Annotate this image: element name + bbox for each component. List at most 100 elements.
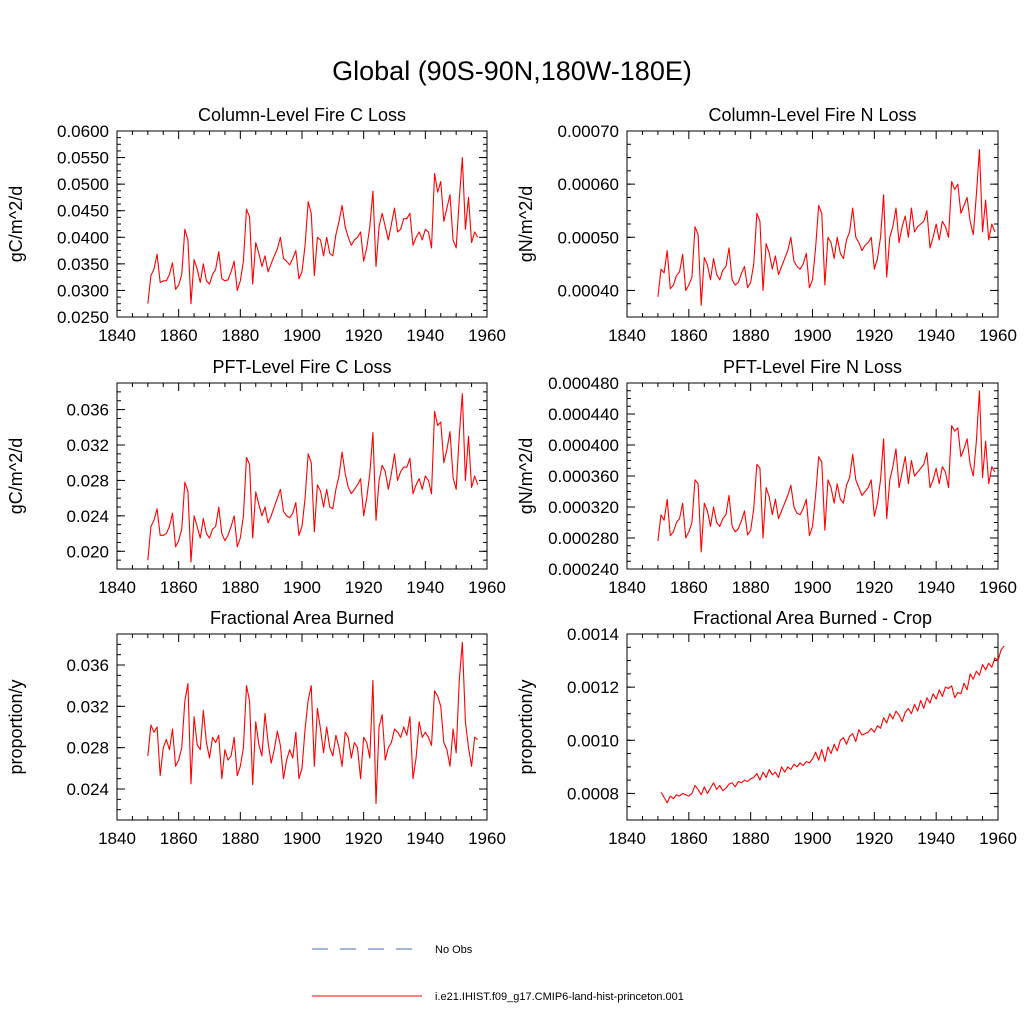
x-tick-label: 1920 — [345, 326, 383, 345]
series-line — [147, 157, 479, 305]
x-tick-label: 1840 — [608, 578, 646, 597]
series-line — [147, 641, 479, 805]
y-tick-label: 0.032 — [66, 436, 109, 455]
y-axis-label: proportion/y — [516, 679, 536, 774]
x-tick-label: 1900 — [794, 326, 832, 345]
main-title: Global (90S-90N,180W-180E) — [332, 56, 692, 86]
chart-title: PFT-Level Fire N Loss — [723, 357, 902, 377]
x-tick-label: 1880 — [732, 326, 770, 345]
chart-title: Fractional Area Burned - Crop — [693, 608, 932, 628]
y-tick-label: 0.000440 — [548, 405, 619, 424]
y-axis-label: gN/m^2/d — [516, 438, 536, 514]
x-tick-label: 1840 — [98, 326, 136, 345]
y-tick-label: 0.000280 — [548, 529, 619, 548]
y-tick-label: 0.028 — [66, 739, 109, 758]
y-tick-label: 0.0550 — [57, 149, 109, 168]
plot-frame — [116, 633, 488, 821]
chart-panel: Column-Level Fire N Loss gN/m^2/d 1840 1860… — [516, 105, 1017, 345]
x-tick-label: 1860 — [160, 829, 198, 848]
x-tick-label: 1880 — [221, 326, 259, 345]
y-tick-label: 0.0250 — [57, 308, 109, 327]
y-tick-label: 0.024 — [66, 780, 109, 799]
x-tick-label: 1900 — [283, 326, 321, 345]
y-tick-label: 0.0400 — [57, 228, 109, 247]
plot-frame — [116, 130, 488, 318]
plot-frame — [626, 382, 999, 570]
x-tick-label: 1860 — [160, 578, 198, 597]
y-axis-label: proportion/y — [6, 679, 26, 774]
x-tick-label: 1880 — [732, 829, 770, 848]
x-tick-label: 1840 — [98, 578, 136, 597]
x-tick-label: 1860 — [670, 326, 708, 345]
y-tick-label: 0.000360 — [548, 467, 619, 486]
x-tick-label: 1940 — [917, 829, 955, 848]
y-tick-label: 0.000480 — [548, 374, 619, 393]
legend-label: No Obs — [435, 944, 473, 956]
x-tick-label: 1860 — [670, 578, 708, 597]
legend: No Obs i.e21.IHIST.f09_g17.CMIP6-land-his… — [312, 944, 684, 1003]
y-tick-label: 0.00060 — [558, 175, 619, 194]
y-axis-label: gC/m^2/d — [6, 186, 26, 262]
chart-panel: PFT-Level Fire N Loss gN/m^2/d 1840 1860 188… — [516, 357, 1017, 597]
series-line — [147, 393, 479, 563]
y-tick-label: 0.00040 — [558, 281, 619, 300]
chart-panel: PFT-Level Fire C Loss gC/m^2/d 1840 1860 188… — [6, 357, 506, 597]
x-tick-label: 1960 — [468, 829, 506, 848]
y-tick-label: 0.0012 — [567, 678, 619, 697]
x-tick-label: 1920 — [345, 578, 383, 597]
y-tick-label: 0.00070 — [558, 122, 619, 141]
x-tick-label: 1920 — [855, 829, 893, 848]
x-tick-label: 1900 — [794, 578, 832, 597]
x-tick-label: 1880 — [221, 829, 259, 848]
x-tick-label: 1860 — [670, 829, 708, 848]
chart-title: Fractional Area Burned — [210, 608, 394, 628]
chart-panel: Fractional Area Burned proportion/y 1840 18… — [6, 608, 506, 848]
x-tick-label: 1960 — [468, 578, 506, 597]
x-tick-label: 1960 — [979, 829, 1017, 848]
y-tick-label: 0.036 — [66, 656, 109, 675]
plot-frame — [626, 633, 999, 821]
x-tick-label: 1940 — [406, 326, 444, 345]
y-tick-label: 0.0600 — [57, 122, 109, 141]
x-tick-label: 1840 — [608, 326, 646, 345]
series-line — [657, 149, 996, 306]
chart-title: PFT-Level Fire C Loss — [212, 357, 391, 377]
x-tick-label: 1960 — [979, 326, 1017, 345]
x-tick-label: 1940 — [917, 578, 955, 597]
x-tick-label: 1880 — [732, 578, 770, 597]
x-tick-label: 1940 — [406, 829, 444, 848]
chart-panel: Fractional Area Burned - Crop proportion/… — [516, 608, 1017, 848]
x-tick-label: 1940 — [917, 326, 955, 345]
x-tick-label: 1960 — [979, 578, 1017, 597]
x-tick-label: 1880 — [221, 578, 259, 597]
y-tick-label: 0.0300 — [57, 281, 109, 300]
x-tick-label: 1900 — [283, 829, 321, 848]
y-tick-label: 0.0014 — [567, 625, 619, 644]
chart-panel: Column-Level Fire C Loss gC/m^2/d 1840 1860… — [6, 105, 506, 345]
x-tick-label: 1840 — [608, 829, 646, 848]
y-tick-label: 0.024 — [66, 507, 109, 526]
y-tick-label: 0.020 — [66, 542, 109, 561]
y-tick-label: 0.00050 — [558, 228, 619, 247]
chart-title: Column-Level Fire C Loss — [198, 105, 406, 125]
x-tick-label: 1920 — [345, 829, 383, 848]
y-axis-label: gN/m^2/d — [516, 186, 536, 262]
y-tick-label: 0.000240 — [548, 560, 619, 579]
y-tick-label: 0.000320 — [548, 498, 619, 517]
x-tick-label: 1920 — [855, 578, 893, 597]
x-tick-label: 1900 — [794, 829, 832, 848]
y-tick-label: 0.036 — [66, 401, 109, 420]
plot-frame — [116, 382, 488, 570]
x-tick-label: 1900 — [283, 578, 321, 597]
x-tick-label: 1840 — [98, 829, 136, 848]
y-tick-label: 0.032 — [66, 697, 109, 716]
series-line — [657, 390, 996, 553]
series-line — [660, 645, 1005, 804]
y-tick-label: 0.0350 — [57, 255, 109, 274]
x-tick-label: 1960 — [468, 326, 506, 345]
y-tick-label: 0.028 — [66, 471, 109, 490]
y-tick-label: 0.000400 — [548, 436, 619, 455]
legend-label: i.e21.IHIST.f09_g17.CMIP6-land-hist-prin… — [435, 991, 684, 1003]
y-tick-label: 0.0010 — [567, 731, 619, 750]
